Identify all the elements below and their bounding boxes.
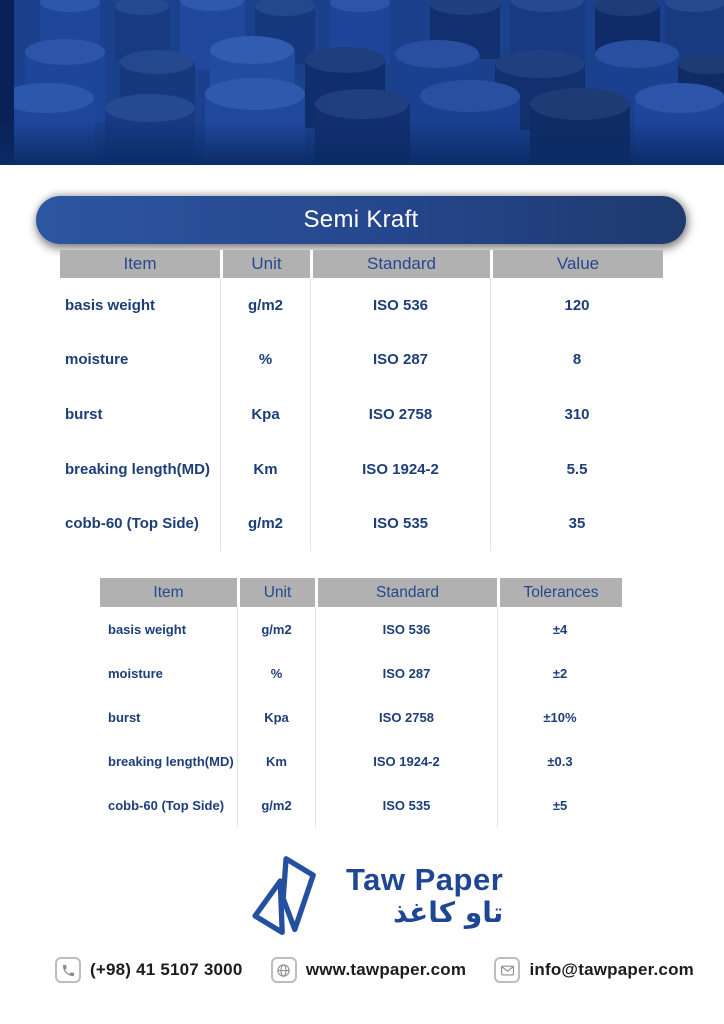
cell-item: basis weight [65, 296, 156, 314]
column-header-standard: Standard [310, 250, 490, 278]
column-header-value: Value [490, 250, 663, 278]
email-address: info@tawpaper.com [529, 960, 694, 979]
spec-table-tolerances-header: Item Unit Standard Tolerances [100, 578, 622, 607]
cell-standard: ISO 2758 [310, 387, 490, 442]
cell-value: 35 [490, 496, 663, 551]
cell-tolerance: ±10% [497, 695, 622, 739]
spec-table-tolerances: Item Unit Standard Tolerances basis weig… [100, 578, 622, 827]
cell-unit: Kpa [220, 387, 310, 442]
email-contact[interactable]: info@tawpaper.com [494, 957, 694, 983]
cell-standard: ISO 536 [315, 607, 497, 651]
column-header-item: Item [100, 578, 237, 607]
brand-name-fa: تاو کاغذ [392, 896, 504, 930]
table-row: burst Kpa ISO 2758 ±10% [100, 695, 622, 739]
spec-table-values-header: Item Unit Standard Value [60, 250, 663, 278]
cell-unit: g/m2 [220, 496, 310, 551]
cell-unit: g/m2 [237, 783, 315, 827]
logo-wordmark: Taw Paper تاو کاغذ [346, 861, 504, 930]
table-row: cobb-60 (Top Side) g/m2 ISO 535 ±5 [100, 783, 622, 827]
cell-standard: ISO 287 [310, 332, 490, 388]
cell-value: 5.5 [490, 441, 663, 497]
cell-value: 310 [490, 387, 663, 442]
product-title-banner: Semi Kraft [36, 196, 686, 244]
globe-icon [270, 957, 297, 983]
table-row: basis weight g/m2 ISO 536 120 [60, 278, 663, 333]
cell-unit: Kpa [237, 695, 315, 739]
table-row: moisture % ISO 287 ±2 [100, 651, 622, 695]
cell-standard: ISO 287 [315, 651, 497, 695]
cell-standard: ISO 1924-2 [315, 739, 497, 783]
spec-table-values: Item Unit Standard Value basis weight g/… [60, 250, 663, 551]
column-header-unit: Unit [237, 578, 315, 607]
cell-standard: ISO 1924-2 [310, 441, 490, 497]
cell-item: basis weight [108, 621, 187, 637]
table-row: basis weight g/m2 ISO 536 ±4 [100, 607, 622, 651]
cell-item: burst [108, 709, 141, 725]
cell-item: breaking length(MD) [65, 460, 210, 478]
cell-unit: Km [220, 441, 310, 497]
phone-number: (+98) 41 5107 3000 [90, 960, 243, 979]
table-row: moisture % ISO 287 8 [60, 332, 663, 388]
phone-contact[interactable]: (+98) 41 5107 3000 [55, 957, 242, 983]
website-contact[interactable]: www.tawpaper.com [270, 957, 467, 983]
cell-standard: ISO 2758 [315, 695, 497, 739]
company-logo: Taw Paper تاو کاغذ [244, 851, 503, 943]
table-row: breaking length(MD) Km ISO 1924-2 ±0.3 [100, 739, 622, 783]
cell-item: breaking length(MD) [108, 753, 234, 769]
phone-icon [55, 957, 81, 983]
table-row: burst Kpa ISO 2758 310 [60, 387, 663, 442]
cell-item: moisture [65, 351, 129, 369]
cell-tolerance: ±5 [497, 783, 622, 827]
cell-standard: ISO 535 [310, 496, 490, 551]
column-header-unit: Unit [220, 250, 310, 278]
cell-value: 8 [490, 332, 663, 388]
cell-value: 120 [490, 278, 663, 333]
cell-unit: Km [237, 739, 315, 783]
cell-tolerance: ±4 [497, 607, 622, 651]
contact-footer: (+98) 41 5107 3000 www.tawpaper.com info… [0, 950, 724, 990]
column-header-item: Item [60, 250, 220, 278]
cell-standard: ISO 535 [315, 783, 497, 827]
table-row: cobb-60 (Top Side) g/m2 ISO 535 35 [60, 496, 663, 551]
column-header-standard: Standard [315, 578, 497, 607]
table-row: breaking length(MD) Km ISO 1924-2 5.5 [60, 441, 663, 497]
cell-item: burst [65, 405, 103, 423]
envelope-icon [494, 957, 521, 983]
cell-tolerance: ±2 [497, 651, 622, 695]
cell-item: cobb-60 (Top Side) [108, 797, 225, 813]
brand-name-en: Taw Paper [346, 861, 504, 897]
cell-item: cobb-60 (Top Side) [65, 515, 199, 533]
cell-tolerance: ±0.3 [497, 739, 622, 783]
cell-unit: g/m2 [237, 607, 315, 651]
taw-paper-logo-mark-icon [252, 856, 316, 936]
cell-unit: g/m2 [220, 278, 310, 333]
column-header-tolerances: Tolerances [497, 578, 622, 607]
product-title: Semi Kraft [303, 206, 419, 233]
cell-standard: ISO 536 [310, 278, 490, 333]
cell-item: moisture [108, 665, 163, 681]
website-url: www.tawpaper.com [305, 960, 467, 979]
paper-rolls-photo [0, 0, 724, 165]
cell-unit: % [237, 651, 315, 695]
cell-unit: % [220, 332, 310, 388]
